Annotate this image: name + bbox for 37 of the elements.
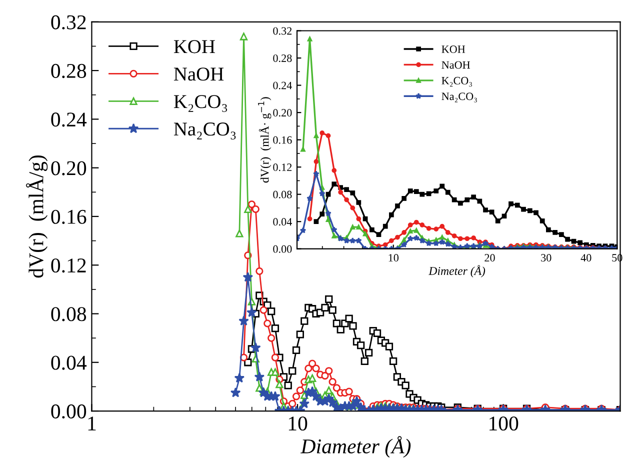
legend-label: KOH bbox=[442, 46, 466, 54]
y-tick-label: 0.12 bbox=[51, 258, 86, 273]
y-tick-label: 0.20 bbox=[51, 161, 86, 176]
legend-label: Na₂CO₃ bbox=[442, 92, 477, 102]
x-axis-title: Dimeter (Å) bbox=[428, 265, 486, 278]
x-tick-label: 100 bbox=[490, 416, 518, 431]
y-tick-label: 0.00 bbox=[51, 404, 86, 419]
y-tick-label: 0.20 bbox=[273, 109, 292, 117]
legend-label: KOH bbox=[174, 40, 215, 54]
y-axis-title: dV(r) (mlÅ· g$^{−1}$) bbox=[258, 97, 272, 183]
legend-label: K₂CO₃ bbox=[442, 76, 472, 87]
y-tick-label: 0.04 bbox=[51, 356, 87, 370]
y-tick-label: 0.08 bbox=[273, 190, 292, 198]
y-tick-label: 0.08 bbox=[51, 307, 86, 322]
y-tick-label: 0.28 bbox=[273, 54, 292, 62]
y-tick-label: 0.32 bbox=[273, 27, 292, 35]
x-tick-label: 10 bbox=[288, 416, 308, 431]
y-tick-label: 0.12 bbox=[273, 164, 292, 172]
y-axis-title: dV(r) (mlÅ/g) bbox=[26, 155, 48, 278]
y-tick-label: 0.32 bbox=[51, 15, 86, 30]
y-tick-label: 0.16 bbox=[51, 210, 86, 224]
legend-label: K₂CO₃ bbox=[174, 95, 228, 112]
x-tick-label: 30 bbox=[541, 254, 552, 262]
x-tick-label: 10 bbox=[388, 254, 399, 262]
x-axis-title: Diameter (Å) bbox=[300, 436, 411, 458]
x-tick-label: 1 bbox=[88, 416, 96, 430]
y-tick-label: 0.04 bbox=[273, 218, 292, 226]
y-tick-label: 0.28 bbox=[51, 64, 86, 78]
x-tick-label: 20 bbox=[484, 254, 495, 262]
legend-label: NaOH bbox=[442, 61, 470, 69]
y-tick-label: 0.00 bbox=[273, 245, 292, 253]
y-tick-label: 0.24 bbox=[273, 82, 292, 90]
y-tick-label: 0.16 bbox=[273, 136, 292, 144]
legend-label: Na₂CO₃ bbox=[174, 122, 236, 140]
x-tick-label: 40 bbox=[580, 254, 592, 262]
y-tick-label: 0.24 bbox=[51, 112, 87, 127]
legend-label: NaOH bbox=[174, 68, 224, 81]
